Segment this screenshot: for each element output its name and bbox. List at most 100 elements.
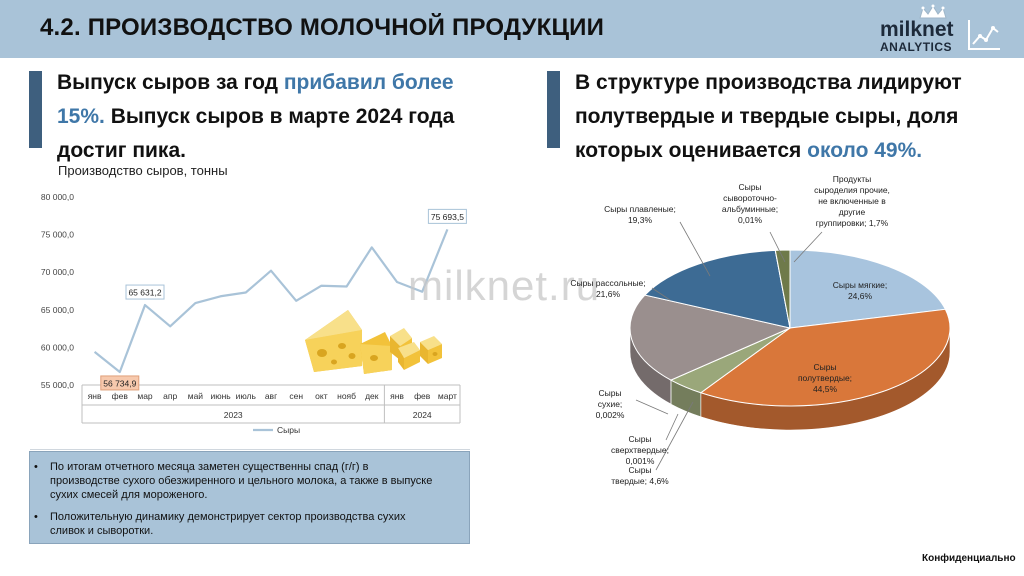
notes-box: • По итогам отчетного месяца заметен сущ…: [29, 451, 470, 544]
logo-subtitle: ANALYTICS: [880, 40, 953, 54]
legend-label: Сыры: [277, 425, 300, 435]
bullet-icon: •: [34, 511, 38, 523]
pie-label-line: Сыры: [813, 362, 836, 372]
data-label-box: [427, 208, 467, 224]
pie-label: Сыры рассольные;21,6%: [570, 278, 645, 299]
x-tick-label: сен: [289, 391, 303, 401]
analytics-chart-icon: [968, 20, 1000, 50]
x-tick-label: фев: [414, 391, 431, 401]
x-tick-label: май: [188, 391, 204, 401]
pie-label-line: полутвердые;: [798, 373, 852, 383]
leader-line: [651, 287, 671, 301]
pie-tops: [629, 249, 951, 407]
pie-label-line: Сыры: [738, 182, 761, 192]
pie-label-line: Сыры: [628, 434, 651, 444]
left-headline-highlight: прибавил более 15%.: [57, 71, 454, 128]
x-tick-label: июнь: [210, 391, 231, 401]
left-headline-part1: Выпуск сыров за год: [57, 71, 284, 94]
pie-label-line: сухие;: [598, 399, 623, 409]
pie-label-line: 21,6%: [596, 289, 621, 299]
y-tick-label: 75 000,0: [41, 230, 74, 240]
pie-label-line: Продукты: [833, 174, 871, 184]
milknet-logo: milknet ANALYTICS: [880, 4, 955, 54]
x-tick-label: нояб: [337, 391, 356, 401]
line-chart-caption: Производство сыров, тонны: [58, 163, 228, 178]
y-tick-label: 60 000,0: [41, 342, 74, 352]
x-tick-label: окт: [315, 391, 328, 401]
pie-label-line: Сыры мягкие;: [833, 280, 888, 290]
pie-label-line: Сыры: [628, 465, 651, 475]
pie-label-line: твердые; 4,6%: [611, 476, 669, 486]
pie-label: Сыры мягкие;24,6%: [833, 280, 888, 301]
pie-label-line: Сыры: [598, 388, 621, 398]
pie-label-line: группировки; 1,7%: [816, 218, 889, 228]
x-tick-label: мар: [137, 391, 153, 401]
bullet-icon: •: [34, 461, 38, 473]
x-tick-label: янв: [390, 391, 404, 401]
pie-label: Сыры плавленые;19,3%: [604, 204, 676, 225]
crown-icon: [919, 4, 947, 19]
right-accent-bar: [547, 71, 560, 148]
pie-slice: [699, 308, 951, 407]
logo-word: milknet: [880, 18, 954, 41]
note-text-2: Положительную динамику демонстрирует сек…: [50, 511, 406, 537]
pie-label-line: 24,6%: [848, 291, 873, 301]
header-bar: 4.2. ПРОИЗВОДСТВО МОЛОЧНОЙ ПРОДУКЦИИ mil…: [0, 0, 1024, 58]
pie-label-line: 0,002%: [596, 410, 625, 420]
year-label: 2023: [224, 410, 243, 420]
cheese-image: [305, 310, 442, 374]
chart-divider: [30, 449, 470, 450]
x-tick-label: янв: [88, 391, 102, 401]
leader-line: [679, 221, 711, 277]
x-tick-label: авг: [265, 391, 277, 401]
y-tick-label: 80 000,0: [41, 192, 74, 202]
x-tick-label: июль: [236, 391, 257, 401]
x-tick-label: фев: [112, 391, 129, 401]
left-headline: Выпуск сыров за год прибавил более 15%. …: [57, 66, 457, 168]
note-item-1: • По итогам отчетного месяца заметен сущ…: [34, 460, 440, 502]
leader-line: [665, 413, 679, 441]
watermark: milknet.ru: [408, 262, 601, 309]
leader-line: [769, 231, 786, 263]
left-headline-part2: Выпуск сыров в марте 2024 года достиг пи…: [57, 105, 455, 162]
leader-line: [793, 231, 823, 263]
data-label: 65 631,2: [128, 288, 161, 298]
page-title: 4.2. ПРОИЗВОДСТВО МОЛОЧНОЙ ПРОДУКЦИИ: [40, 14, 605, 41]
pie-slice: [629, 294, 792, 381]
pie-label-line: Сыры рассольные;: [570, 278, 645, 288]
data-label-box: [100, 375, 140, 391]
pie-label-line: 19,3%: [628, 215, 653, 225]
data-label: 75 693,5: [431, 212, 464, 222]
x-tick-label: дек: [365, 391, 379, 401]
pie-slice: [643, 249, 791, 329]
line-chart: 55 000,0 60 000,0 65 000,0 70 000,0 75 000,0…: [41, 192, 467, 435]
pie-label-line: не включенные в: [818, 196, 886, 206]
series-line-syry: [93, 228, 449, 374]
pie-slice: [789, 249, 947, 329]
right-headline-highlight: около 49%.: [807, 139, 923, 162]
year-label: 2024: [413, 410, 432, 420]
pie-label-line: Сыры плавленые;: [604, 204, 676, 214]
pie-slice: [774, 249, 791, 329]
pie-label-line: 0,001%: [626, 456, 655, 466]
note-text-1: По итогам отчетного месяца заметен сущес…: [50, 461, 433, 501]
left-accent-bar: [29, 71, 42, 148]
right-headline: В структуре производства лидируют полутв…: [575, 66, 995, 168]
leader-line: [655, 401, 694, 471]
right-headline-part1: В структуре производства лидируют полутв…: [575, 71, 962, 162]
pie-label-line: 44,5%: [813, 384, 838, 394]
y-tick-label: 55 000,0: [41, 380, 74, 390]
y-tick-label: 65 000,0: [41, 305, 74, 315]
y-tick-label: 70 000,0: [41, 267, 74, 277]
x-tick-label: март: [438, 391, 457, 401]
leader-line: [635, 399, 669, 415]
confidential-label: Конфиденциально: [922, 553, 1016, 564]
pie-label-line: сыроделия прочие,: [814, 185, 890, 195]
pie-label-line: альбуминные;: [722, 204, 778, 214]
